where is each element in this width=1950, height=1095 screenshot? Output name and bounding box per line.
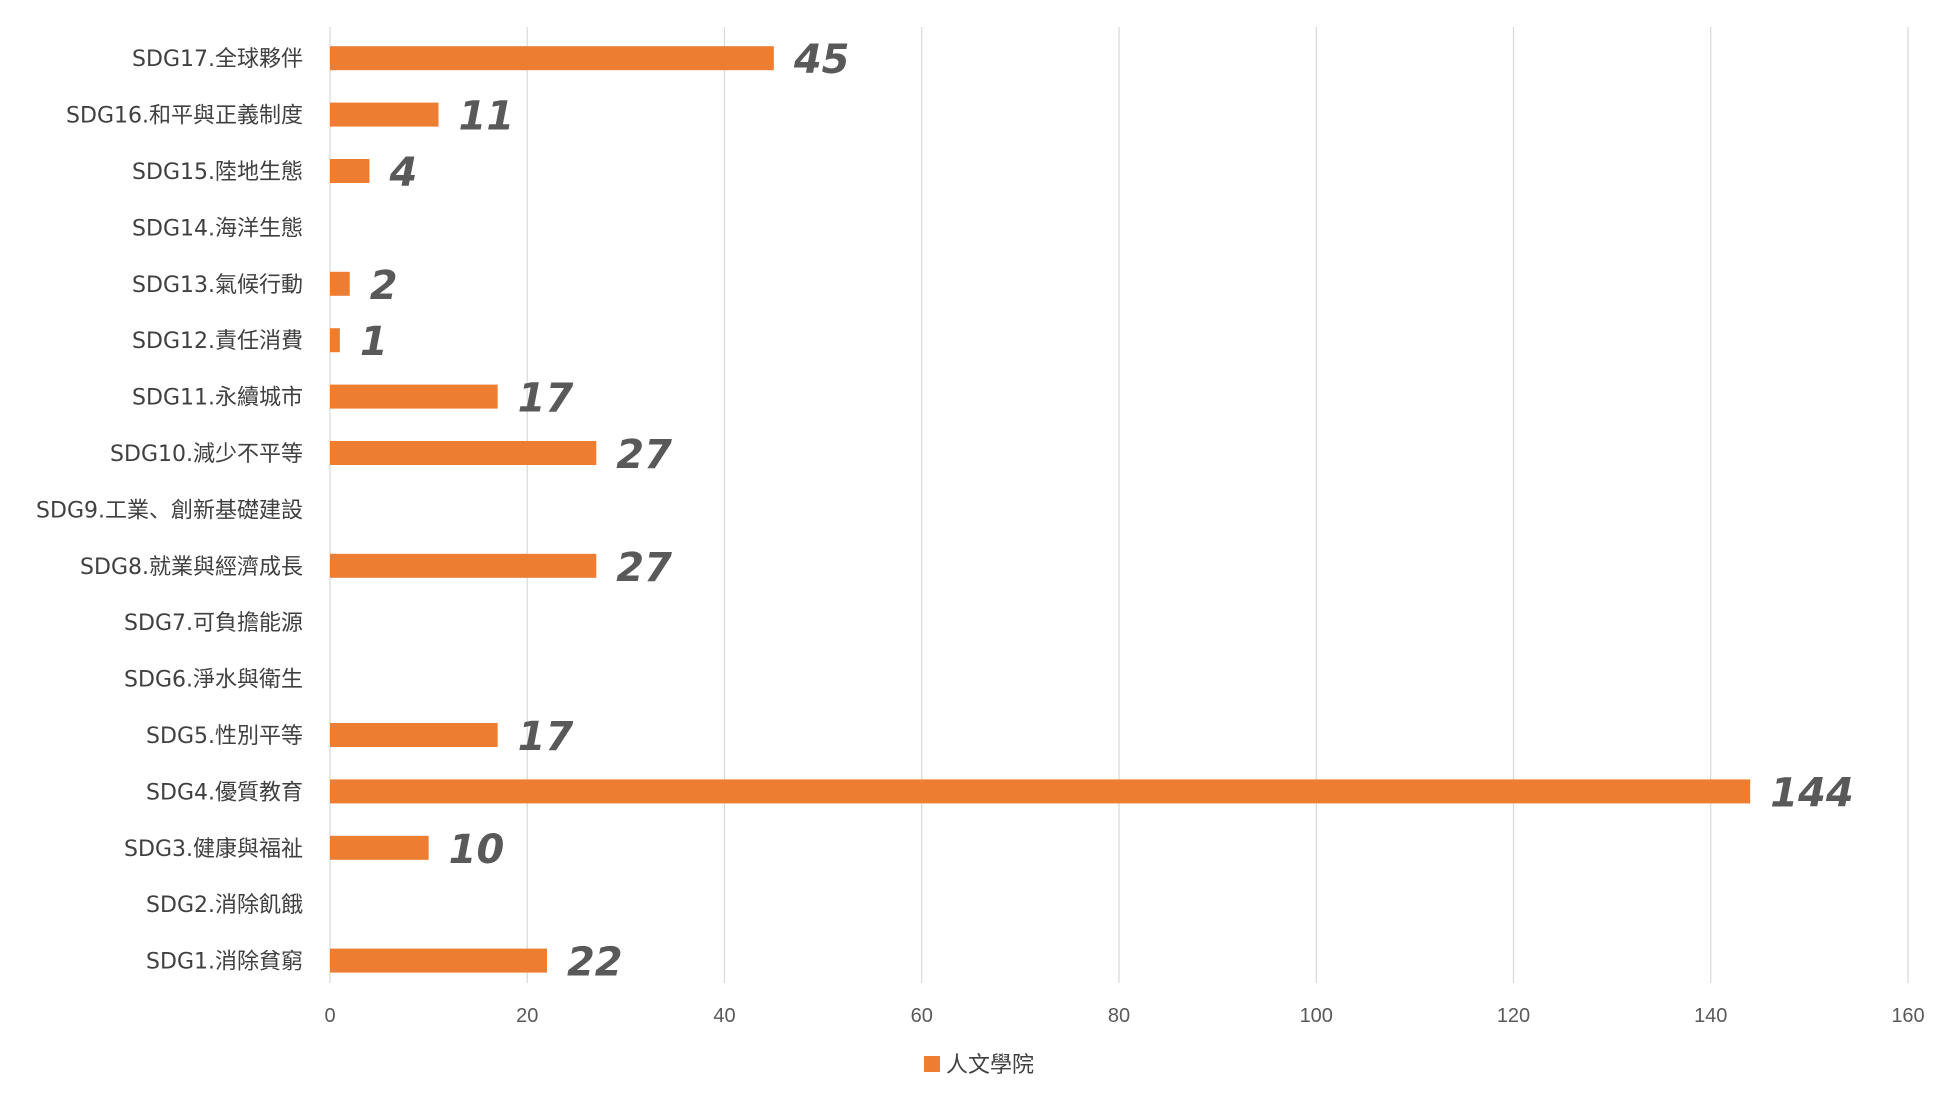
category-label: SDG17.全球夥伴 bbox=[132, 47, 303, 72]
data-label: 11 bbox=[458, 94, 514, 140]
legend-swatch bbox=[924, 1056, 940, 1072]
category-labels: SDG17.全球夥伴 SDG16.和平與正義制度 SDG15.陸地生態 SDG14.海… bbox=[36, 47, 303, 974]
bars bbox=[330, 46, 1751, 973]
bar bbox=[330, 46, 774, 71]
data-label: 2 bbox=[370, 263, 398, 309]
category-label: SDG16.和平與正義制度 bbox=[66, 104, 303, 129]
category-label: SDG15.陸地生態 bbox=[132, 160, 303, 185]
bar bbox=[330, 159, 370, 183]
x-tick-label: 80 bbox=[1108, 1005, 1130, 1027]
category-label: SDG2.消除飢餓 bbox=[146, 893, 303, 918]
bar bbox=[330, 553, 597, 578]
category-label: SDG11.永續城市 bbox=[132, 386, 303, 411]
category-label: SDG1.消除貧窮 bbox=[146, 950, 303, 975]
data-label: 4 bbox=[388, 150, 417, 196]
bar bbox=[330, 441, 597, 465]
data-label: 144 bbox=[1770, 770, 1854, 816]
x-tick-label: 140 bbox=[1694, 1005, 1727, 1027]
category-label: SDG9.工業、創新基礎建設 bbox=[36, 498, 303, 523]
data-label: 1 bbox=[360, 319, 388, 365]
bar bbox=[330, 723, 498, 747]
legend: 人文學院 bbox=[924, 1053, 1034, 1078]
bar bbox=[330, 384, 498, 409]
x-tick-label: 120 bbox=[1497, 1005, 1530, 1027]
bar bbox=[330, 328, 340, 353]
x-tick-label: 100 bbox=[1300, 1005, 1333, 1027]
category-label: SDG10.減少不平等 bbox=[110, 442, 303, 467]
data-label: 27 bbox=[616, 432, 672, 478]
x-tick-label: 20 bbox=[516, 1005, 538, 1027]
data-label: 45 bbox=[793, 37, 850, 83]
bar bbox=[330, 948, 547, 973]
data-labels: 45 11 4 2 1 17 27 27 17 144 10 22 bbox=[360, 37, 1854, 985]
data-label: 17 bbox=[518, 714, 574, 760]
data-label: 22 bbox=[567, 940, 623, 986]
category-label: SDG14.海洋生態 bbox=[132, 216, 303, 241]
x-tick-label: 60 bbox=[911, 1005, 933, 1027]
x-tick-label: 40 bbox=[713, 1005, 735, 1027]
data-label: 17 bbox=[518, 376, 574, 422]
category-label: SDG8.就業與經濟成長 bbox=[80, 555, 303, 580]
bar bbox=[330, 271, 350, 296]
category-label: SDG3.健康與福祉 bbox=[124, 837, 303, 862]
legend-label: 人文學院 bbox=[946, 1053, 1034, 1078]
x-tick-label: 0 bbox=[324, 1005, 335, 1027]
x-tick-labels: 0 20 40 60 80 100 120 140 160 bbox=[324, 1005, 1924, 1027]
category-label: SDG7.可負擔能源 bbox=[124, 611, 303, 636]
category-label: SDG4.優質教育 bbox=[146, 780, 303, 805]
gridlines bbox=[329, 27, 1909, 983]
category-label: SDG6.淨水與衛生 bbox=[124, 668, 303, 693]
data-label: 10 bbox=[449, 827, 505, 873]
bar bbox=[330, 779, 1751, 804]
category-label: SDG5.性別平等 bbox=[146, 724, 303, 749]
category-label: SDG12.責任消費 bbox=[132, 329, 303, 354]
bar bbox=[330, 102, 439, 127]
data-label: 27 bbox=[616, 545, 672, 591]
category-label: SDG13.氣候行動 bbox=[132, 273, 303, 298]
x-tick-label: 160 bbox=[1891, 1005, 1924, 1027]
bar bbox=[330, 835, 429, 860]
